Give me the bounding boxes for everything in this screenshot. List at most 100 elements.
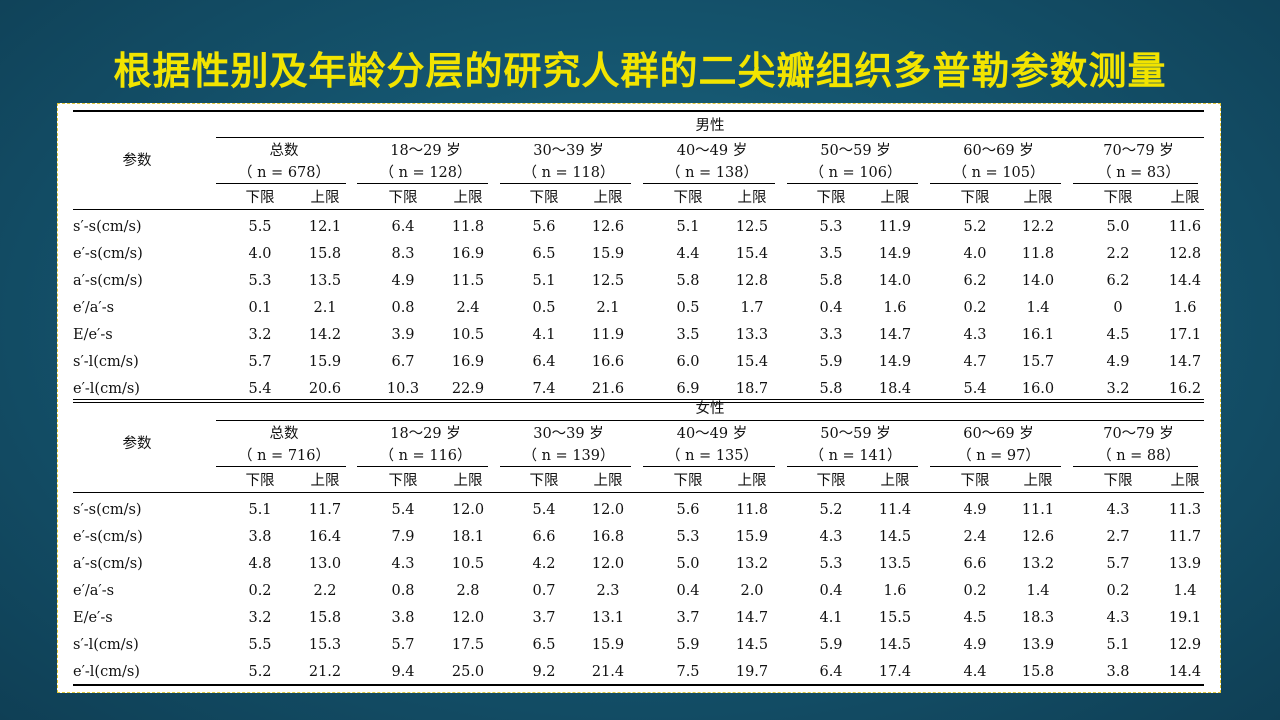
upper-limit-cell: 1.6 xyxy=(883,583,907,599)
upper-limit-cell: 15.8 xyxy=(308,246,342,262)
lower-limit-cell: 4.9 xyxy=(1106,354,1130,370)
upper-limit-cell: 1.4 xyxy=(1026,300,1050,316)
lower-limit-cell: 5.7 xyxy=(248,354,272,370)
upper-limit-cell: 14.7 xyxy=(1168,354,1202,370)
lower-limit-cell: 5.3 xyxy=(819,556,843,572)
upper-limit-cell: 12.5 xyxy=(591,273,625,289)
data-table-panel: 男性 参数 总数（ n = 678） 下限 上限 18～29 岁（ n = 128） 下限上… xyxy=(57,103,1221,693)
lower-limit-cell: 4.2 xyxy=(532,556,556,572)
upper-limit-header: 上限 xyxy=(880,190,910,206)
separator-line xyxy=(73,402,1204,403)
upper-limit-cell: 1.6 xyxy=(1173,300,1197,316)
lower-limit-cell: 0.4 xyxy=(819,583,843,599)
upper-limit-cell: 2.1 xyxy=(596,300,620,316)
upper-limit-cell: 12.2 xyxy=(1021,219,1055,235)
upper-limit-cell: 14.0 xyxy=(878,273,912,289)
lower-limit-header: 下限 xyxy=(1103,473,1133,489)
lower-limit-cell: 9.2 xyxy=(532,664,556,680)
lower-limit-cell: 3.8 xyxy=(248,529,272,545)
section-female: 女性 参数 总数 （ n = 716） 下限 上限 18～29 岁 （ n = 116） 下限 上… xyxy=(73,397,1204,686)
row-parameter: e′-s(cm/s) xyxy=(73,529,143,545)
lower-limit-cell: 9.4 xyxy=(391,664,415,680)
lower-limit-cell: 3.2 xyxy=(248,327,272,343)
param-header: 参数 xyxy=(122,436,152,452)
row-parameter: e′-l(cm/s) xyxy=(73,664,140,680)
slide-title: 根据性别及年龄分层的研究人群的二尖瓣组织多普勒参数测量 xyxy=(113,49,1167,93)
lower-limit-header: 下限 xyxy=(960,190,990,206)
group-underline xyxy=(643,183,775,184)
upper-limit-cell: 11.6 xyxy=(1168,219,1202,235)
row-parameter: e′-s(cm/s) xyxy=(73,246,143,262)
lower-limit-cell: 4.9 xyxy=(963,502,987,518)
lower-limit-cell: 0.4 xyxy=(676,583,700,599)
upper-limit-cell: 16.2 xyxy=(1168,381,1202,397)
lower-limit-cell: 3.9 xyxy=(391,327,415,343)
lower-limit-cell: 6.5 xyxy=(532,246,556,262)
lower-limit-cell: 5.2 xyxy=(819,502,843,518)
lower-limit-cell: 0.2 xyxy=(248,583,272,599)
group-n: （ n = 128） xyxy=(379,165,472,181)
lower-limit-cell: 5.3 xyxy=(819,219,843,235)
upper-limit-cell: 2.3 xyxy=(596,583,620,599)
group-n: （ n = 138） xyxy=(666,165,758,181)
lower-limit-cell: 3.7 xyxy=(676,610,700,626)
upper-limit-cell: 17.1 xyxy=(1168,327,1202,343)
lower-limit-header: 下限 xyxy=(816,190,846,206)
upper-limit-header: 上限 xyxy=(1170,190,1200,206)
lower-limit-cell: 5.1 xyxy=(248,502,272,518)
row-parameter: s′-l(cm/s) xyxy=(73,354,139,370)
upper-limit-header: 上限 xyxy=(880,473,910,489)
lower-limit-cell: 5.2 xyxy=(248,664,272,680)
upper-limit-cell: 2.8 xyxy=(456,583,480,599)
group-n: （ n = 97） xyxy=(957,448,1040,464)
upper-limit-cell: 10.5 xyxy=(451,327,485,343)
lower-limit-cell: 4.3 xyxy=(391,556,415,572)
upper-limit-cell: 1.4 xyxy=(1173,583,1197,599)
upper-limit-cell: 12.0 xyxy=(591,556,625,572)
group-n: （ n = 88） xyxy=(1097,448,1180,464)
group-underline xyxy=(643,466,775,467)
upper-limit-cell: 16.0 xyxy=(1021,381,1055,397)
upper-limit-cell: 22.9 xyxy=(451,381,485,397)
lower-limit-cell: 5.0 xyxy=(1106,219,1130,235)
upper-limit-cell: 2.0 xyxy=(740,583,764,599)
lower-limit-cell: 6.7 xyxy=(391,354,415,370)
row-parameter: e′/a′-s xyxy=(73,300,115,316)
upper-limit-cell: 14.2 xyxy=(308,327,342,343)
group-name: 70～79 岁 xyxy=(1103,143,1174,159)
upper-limit-cell: 13.2 xyxy=(1021,556,1055,572)
upper-limit-cell: 12.8 xyxy=(1168,246,1202,262)
upper-limit-cell: 1.7 xyxy=(740,300,764,316)
lower-limit-cell: 0.7 xyxy=(532,583,556,599)
upper-limit-cell: 15.7 xyxy=(1021,354,1055,370)
sex-underline xyxy=(216,420,1204,421)
lower-limit-cell: 5.4 xyxy=(963,381,987,397)
upper-limit-cell: 12.0 xyxy=(591,502,625,518)
upper-limit-cell: 16.8 xyxy=(591,529,625,545)
lower-limit-cell: 2.7 xyxy=(1106,529,1130,545)
upper-limit-cell: 11.3 xyxy=(1168,502,1202,518)
lower-limit-cell: 6.4 xyxy=(819,664,843,680)
lower-limit-cell: 6.0 xyxy=(676,354,700,370)
lower-limit-cell: 3.2 xyxy=(248,610,272,626)
upper-limit-cell: 20.6 xyxy=(308,381,342,397)
lower-limit-cell: 3.2 xyxy=(1106,381,1130,397)
lower-limit-cell: 6.9 xyxy=(676,381,700,397)
lower-limit-cell: 2.2 xyxy=(1106,246,1130,262)
group-n: （ n = 105） xyxy=(952,165,1045,181)
lower-limit-cell: 4.8 xyxy=(248,556,272,572)
lower-limit-cell: 5.8 xyxy=(819,273,843,289)
upper-limit-cell: 12.0 xyxy=(451,502,485,518)
sex-label: 女性 xyxy=(695,401,725,417)
group-underline xyxy=(216,183,346,184)
lower-limit-cell: 0.5 xyxy=(676,300,700,316)
lower-limit-cell: 4.9 xyxy=(391,273,415,289)
lower-limit-cell: 6.4 xyxy=(391,219,415,235)
data-table: 男性 参数 总数（ n = 678） 下限 上限 18～29 岁（ n = 128） 下限上… xyxy=(73,110,1204,686)
group-n: （ n = 678） xyxy=(238,165,330,181)
group-underline xyxy=(500,183,631,184)
upper-limit-header: 上限 xyxy=(453,190,483,206)
upper-limit-cell: 19.7 xyxy=(735,664,769,680)
lower-limit-cell: 0.4 xyxy=(819,300,843,316)
upper-limit-header: 上限 xyxy=(453,473,483,489)
